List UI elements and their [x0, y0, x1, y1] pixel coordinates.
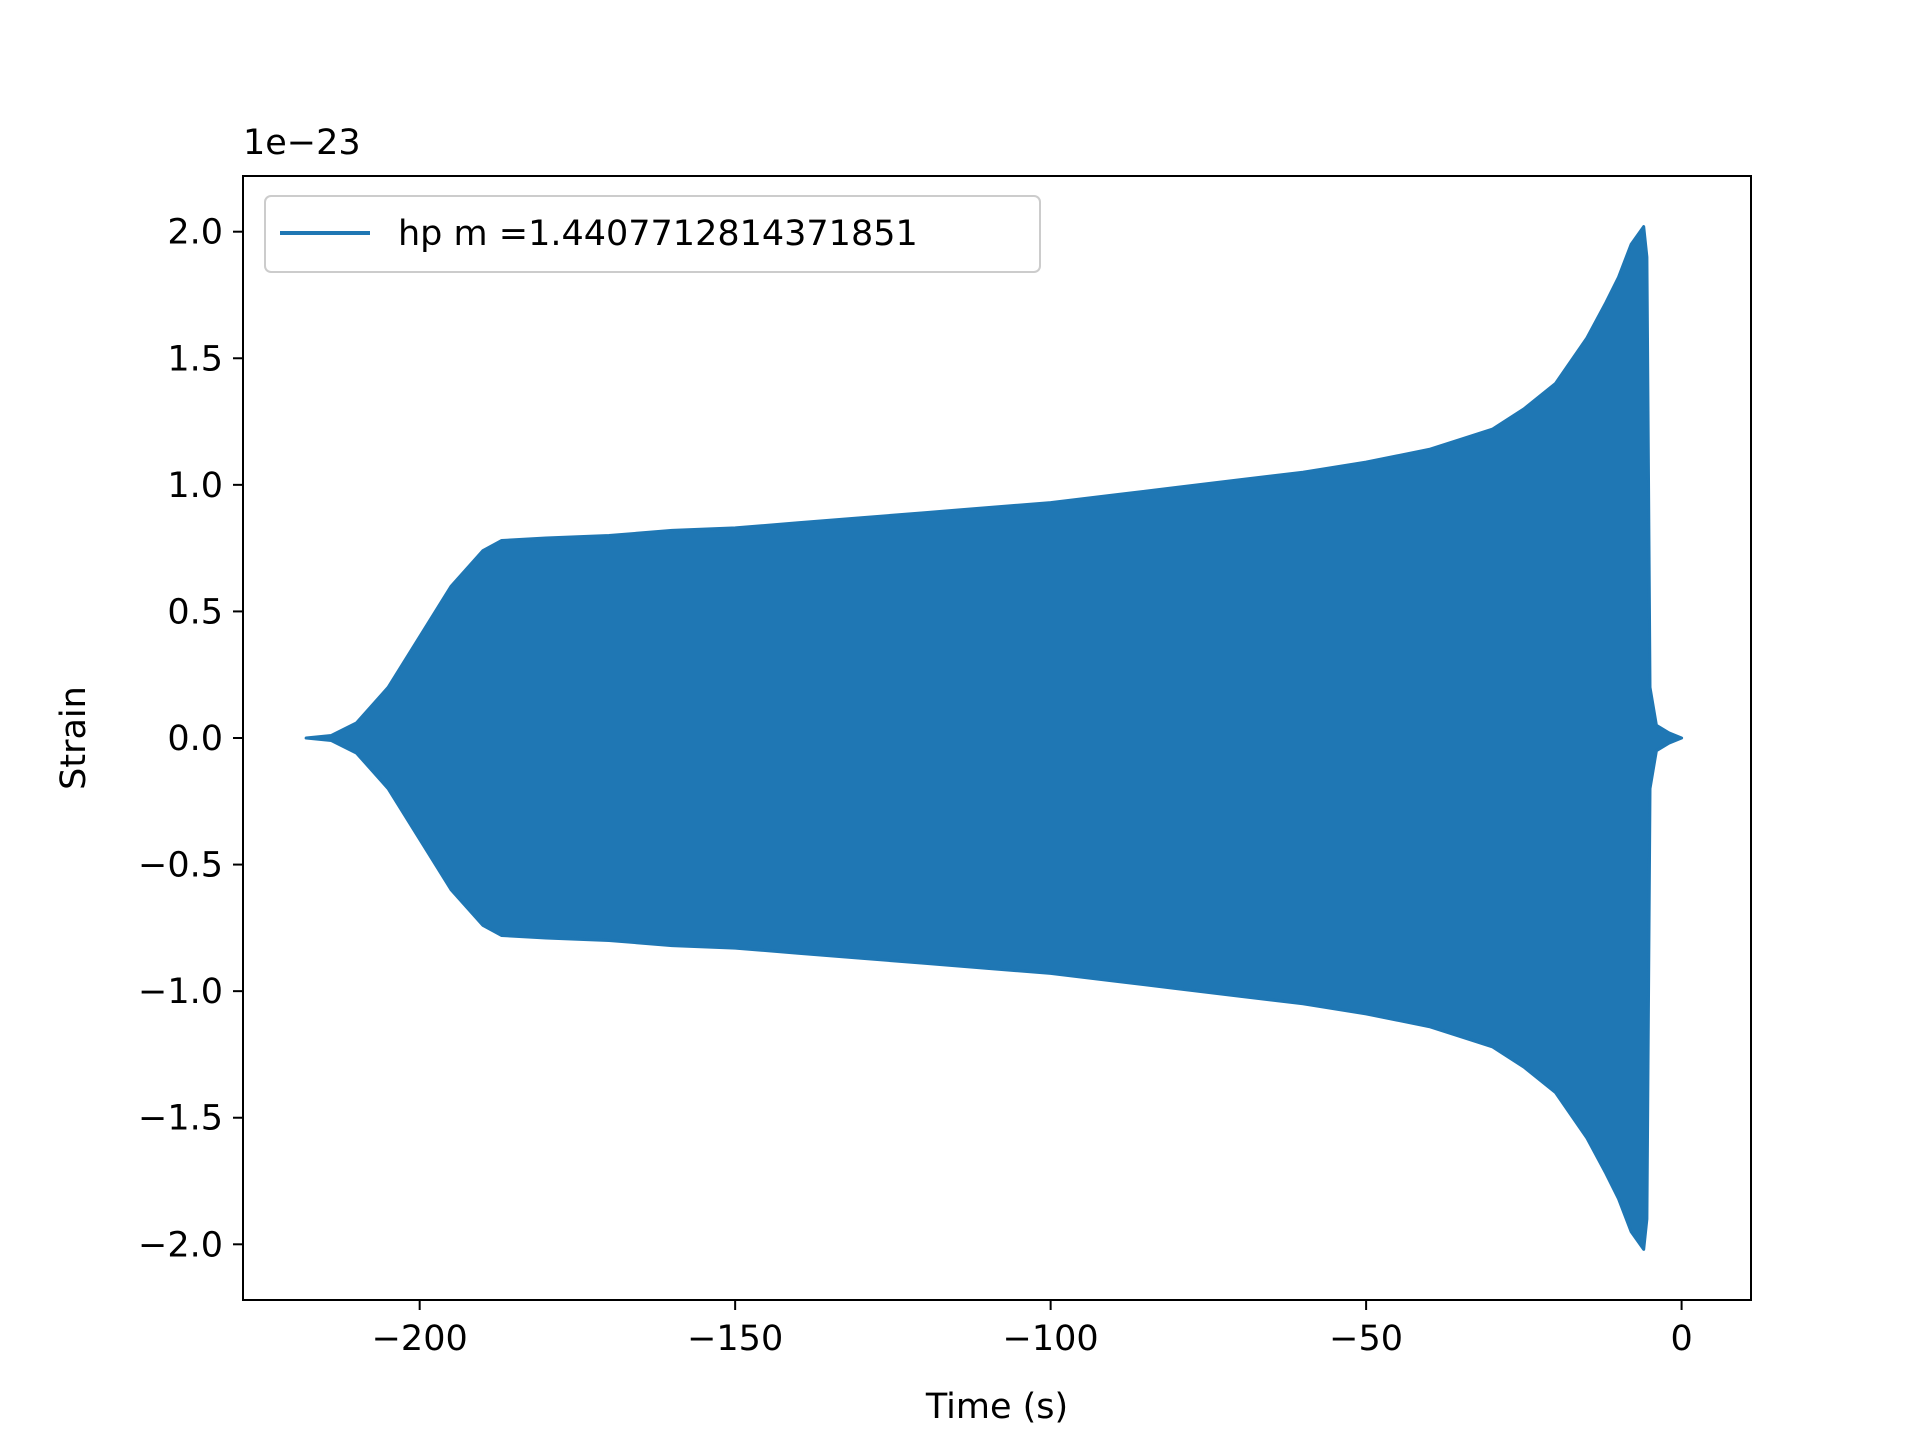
x-axis-label: Time (s) — [925, 1387, 1068, 1427]
x-tick-label: −200 — [372, 1319, 468, 1359]
legend-label: hp m =1.4407712814371851 — [398, 214, 918, 254]
x-tick-label: −100 — [1003, 1319, 1099, 1359]
x-tick-label: −50 — [1329, 1319, 1403, 1359]
x-tick-label: −150 — [687, 1319, 783, 1359]
y-tick-label: 0.0 — [167, 719, 223, 759]
y-tick-label: 1.5 — [167, 339, 223, 379]
y-tick-label: 0.5 — [167, 592, 223, 632]
y-tick-label: −0.5 — [138, 846, 223, 886]
y-axis-label: Strain — [54, 686, 94, 790]
axes-frame — [242, 175, 1752, 1301]
y-tick-label: 1.0 — [167, 466, 223, 506]
y-tick-label: −1.5 — [138, 1099, 223, 1139]
y-tick-label: −2.0 — [138, 1225, 223, 1265]
legend: hp m =1.4407712814371851 — [264, 195, 1041, 273]
y-tick-label: −1.0 — [138, 972, 223, 1012]
y-tick-label: 2.0 — [167, 213, 223, 253]
x-axis: −200 −150 −100 −50 0 — [372, 1300, 1693, 1359]
plot-area — [304, 225, 1684, 1251]
y-axis: 2.0 1.5 1.0 0.5 0.0 −0.5 −1.0 −1.5 −2.0 — [138, 213, 243, 1265]
y-offset-label: 1e−23 — [243, 123, 361, 163]
x-tick-label: 0 — [1670, 1319, 1692, 1359]
waveform-series-hp — [304, 225, 1684, 1251]
legend-box — [264, 195, 1041, 273]
